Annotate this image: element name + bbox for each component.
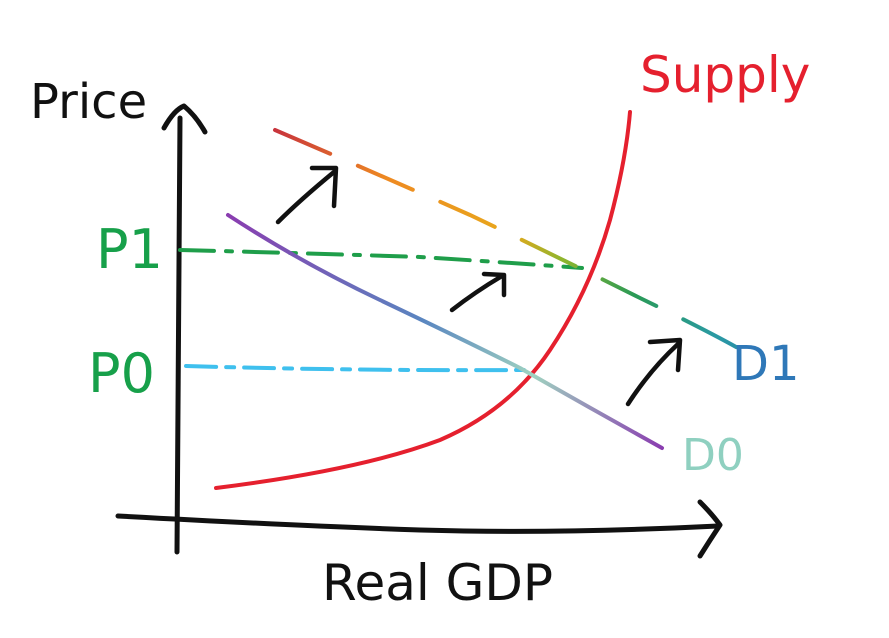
demand-d0-label: D0: [682, 430, 744, 481]
x-axis-label: Real GDP: [322, 554, 553, 612]
x-axis-arrowhead: [697, 499, 723, 559]
x-axis: [115, 499, 723, 559]
p1-guide-line: [178, 248, 584, 270]
supply-curve: [214, 110, 632, 490]
shift-arrow-2: [449, 271, 507, 313]
shift-arrow-1: [275, 165, 339, 225]
y-axis-label: Price: [30, 74, 147, 130]
price-p1-label: P1: [96, 218, 163, 281]
demand-d0-curve: [226, 213, 664, 450]
y-axis: [161, 103, 208, 555]
supply-label: Supply: [640, 46, 810, 104]
p0-guide-line: [184, 364, 526, 373]
y-axis-arrowhead: [161, 103, 208, 135]
demand-d1-curve: [273, 128, 747, 354]
shift-arrow-3: [625, 337, 683, 407]
price-p0-label: P0: [88, 342, 155, 405]
demand-d1-label: D1: [732, 336, 800, 392]
